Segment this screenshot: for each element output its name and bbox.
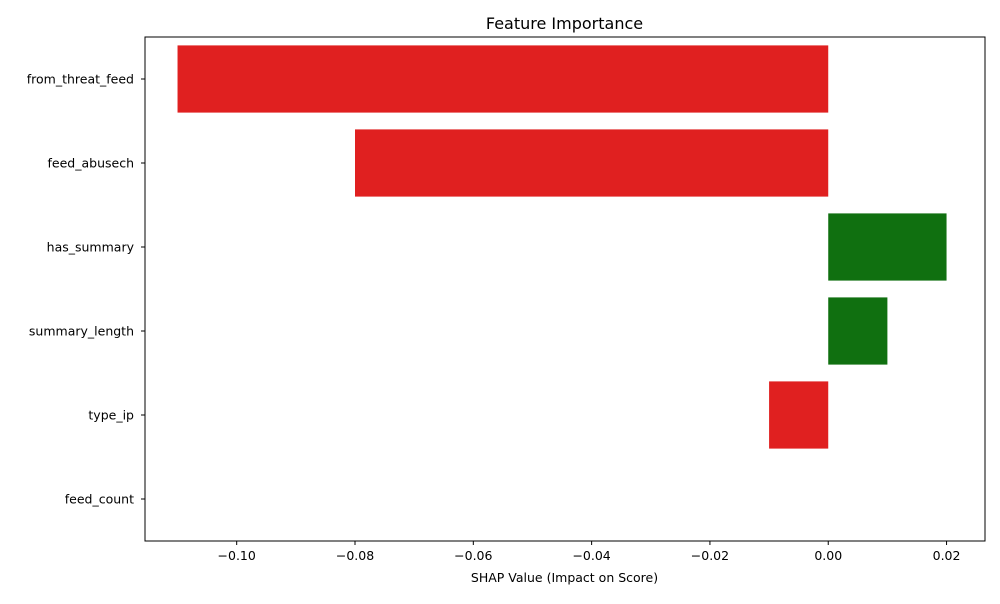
x-tick-label: 0.00 [814, 548, 842, 563]
y-tick-label: summary_length [29, 324, 134, 339]
bar-from-threat-feed [177, 45, 829, 113]
y-tick-label: has_summary [47, 240, 135, 255]
y-tick-label: type_ip [88, 408, 134, 423]
chart-title: Feature Importance [486, 14, 643, 33]
x-tick-label: −0.06 [454, 548, 492, 563]
bars-layer [177, 45, 947, 449]
y-tick-label: feed_abusech [48, 156, 134, 171]
y-tick-label: feed_count [65, 492, 134, 507]
axes-layer: from_threat_feed feed_abusech has_summarys… [27, 36, 986, 563]
x-tick-label: 0.02 [933, 548, 961, 563]
bar-has-summary [828, 213, 947, 281]
bar-feed-abusech [355, 129, 829, 197]
bar-type-ip [769, 381, 829, 449]
bar-summary-length [828, 297, 888, 365]
plot-frame [144, 36, 986, 542]
x-tick-label: −0.08 [336, 548, 374, 563]
y-tick-label: from_threat_feed [27, 72, 134, 87]
x-tick-label: −0.04 [572, 548, 610, 563]
x-tick-label: −0.02 [691, 548, 729, 563]
x-tick-label: −0.10 [218, 548, 256, 563]
x-axis-label: SHAP Value (Impact on Score) [471, 570, 658, 585]
